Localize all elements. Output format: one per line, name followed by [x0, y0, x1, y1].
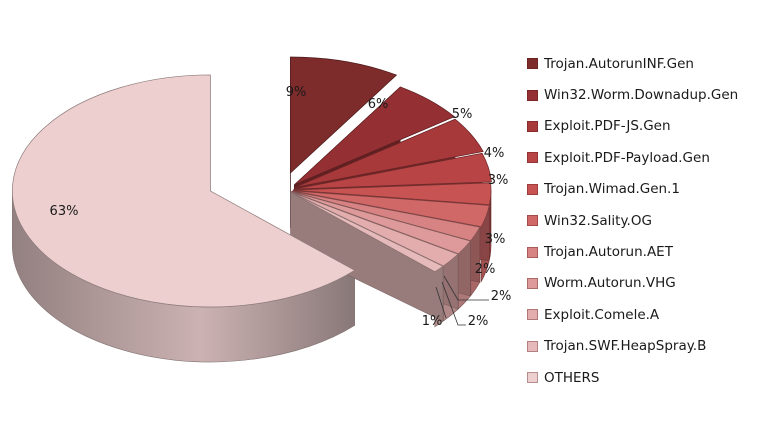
legend: Trojan.AutorunINF.Gen Win32.Worm.Downadup…	[527, 48, 761, 393]
leader-line	[443, 275, 489, 301]
pie-slice-3	[294, 118, 484, 188]
pie-slice-2	[293, 86, 456, 186]
legend-label: Trojan.Wimad.Gen.1	[544, 181, 680, 198]
legend-label: Exploit.PDF-JS.Gen	[544, 118, 671, 135]
pie-slice-7	[291, 190, 481, 242]
legend-label: Win32.Worm.Downadup.Gen	[544, 87, 739, 104]
pie-slice-10	[290, 192, 444, 273]
data-label: 1%	[422, 314, 443, 329]
legend-swatch	[527, 183, 538, 195]
pie-slice-9	[290, 191, 459, 267]
legend-swatch	[527, 89, 538, 101]
data-label: 2%	[468, 314, 489, 329]
legend-swatch	[527, 246, 538, 258]
legend-swatch	[527, 58, 538, 70]
data-label: 3%	[485, 232, 506, 247]
pie-slice-5	[292, 182, 492, 206]
legend-label: Exploit.Comele.A	[544, 306, 660, 323]
legend-item: Trojan.AutorunINF.Gen	[527, 48, 761, 79]
data-label: 2%	[491, 289, 512, 304]
legend-swatch	[527, 120, 538, 132]
data-label: 2%	[475, 262, 496, 277]
data-label: 63%	[50, 204, 79, 219]
legend-swatch	[527, 309, 538, 321]
legend-item: Exploit.Comele.A	[527, 299, 761, 330]
legend-item: Exploit.PDF-Payload.Gen	[527, 142, 761, 173]
legend-label: Trojan.Autorun.AET	[544, 244, 673, 261]
leader-line	[435, 286, 447, 319]
data-label: 4%	[484, 146, 505, 161]
legend-swatch	[527, 372, 538, 384]
pie-slice-4	[293, 152, 492, 190]
legend-label: Trojan.SWF.HeapSpray.B	[544, 338, 707, 355]
data-label: 9%	[286, 85, 307, 100]
legend-swatch	[527, 340, 538, 352]
legend-label: OTHERS	[544, 369, 600, 386]
legend-label: Win32.Sality.OG	[544, 212, 652, 229]
legend-swatch	[527, 215, 538, 227]
legend-label: Worm.Autorun.VHG	[544, 275, 676, 292]
legend-item: Trojan.SWF.HeapSpray.B	[527, 331, 761, 362]
pie-slice-8	[291, 191, 472, 255]
legend-item: OTHERS	[527, 362, 761, 393]
legend-swatch	[527, 277, 538, 289]
legend-label: Trojan.AutorunINF.Gen	[544, 55, 694, 72]
pie-slice-1	[290, 56, 398, 174]
data-label: 5%	[452, 107, 473, 122]
legend-swatch	[527, 152, 538, 164]
leader-line	[441, 281, 466, 326]
legend-item: Worm.Autorun.VHG	[527, 268, 761, 299]
legend-item: Trojan.Wimad.Gen.1	[527, 174, 761, 205]
data-label: 3%	[488, 173, 509, 188]
legend-item: Exploit.PDF-JS.Gen	[527, 111, 761, 142]
legend-item: Win32.Worm.Downadup.Gen	[527, 79, 761, 110]
legend-label: Exploit.PDF-Payload.Gen	[544, 149, 710, 166]
pie-slice-6	[292, 190, 490, 228]
pie-slice-11	[12, 74, 356, 308]
data-label: 6%	[368, 97, 389, 112]
legend-item: Win32.Sality.OG	[527, 205, 761, 236]
legend-item: Trojan.Autorun.AET	[527, 236, 761, 267]
